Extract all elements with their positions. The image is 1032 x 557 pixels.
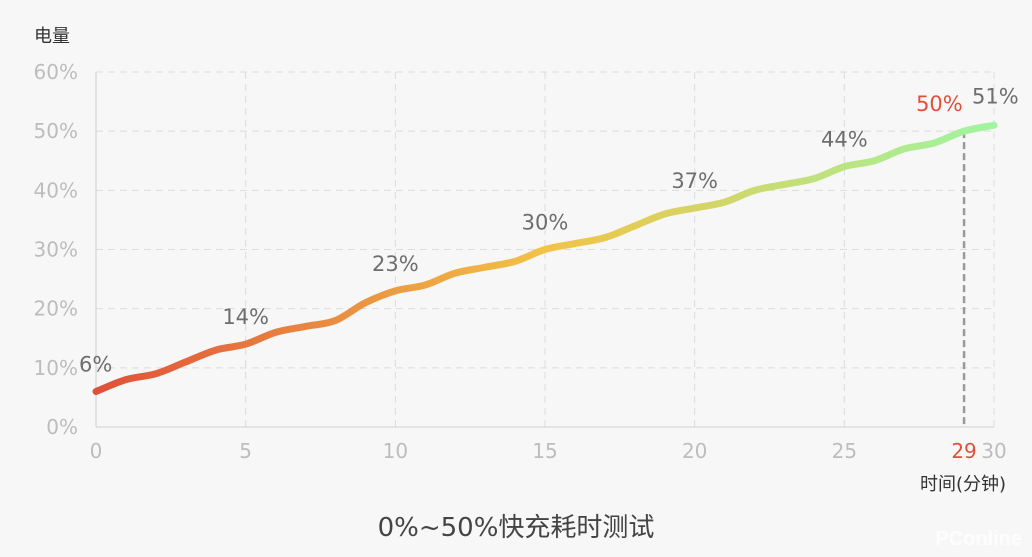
y-tick-label: 60% — [34, 60, 78, 84]
axes — [95, 72, 994, 428]
x-tick-label: 15 — [532, 439, 557, 463]
series-line — [92, 121, 998, 395]
data-label: 6% — [79, 353, 112, 377]
data-label: 44% — [821, 128, 868, 152]
x-marker-label: 29 — [951, 439, 976, 463]
chart-caption: 0%~50%快充耗时测试 — [377, 513, 655, 543]
y-tick-label: 40% — [34, 178, 78, 202]
x-tick-label: 25 — [832, 439, 857, 463]
point-labels: 6% 14% 23% 30% 37% 44% 50% 51% — [79, 84, 1019, 376]
y-axis-title: 电量 — [34, 26, 70, 47]
x-tick-label: 30 — [981, 439, 1006, 463]
y-tick-label: 10% — [34, 356, 78, 380]
y-tick-label: 50% — [34, 119, 78, 143]
data-label: 23% — [372, 252, 419, 276]
y-tick-label: 30% — [34, 238, 78, 262]
y-tick-label: 20% — [34, 297, 78, 321]
series-group — [92, 121, 998, 395]
x-tick-label: 10 — [383, 439, 408, 463]
x-tick-label: 20 — [682, 439, 707, 463]
data-label: 14% — [222, 305, 269, 329]
y-tick-label: 0% — [46, 415, 78, 439]
data-label: 50% — [916, 92, 963, 116]
watermark-logo: PConline — [935, 528, 1022, 550]
x-tick-label: 5 — [239, 439, 252, 463]
x-tick-label: 0 — [90, 439, 103, 463]
data-label: 30% — [522, 211, 569, 235]
x-axis-title: 时间(分钟) — [920, 474, 1006, 495]
data-label: 37% — [671, 169, 718, 193]
data-label: 51% — [972, 84, 1019, 108]
